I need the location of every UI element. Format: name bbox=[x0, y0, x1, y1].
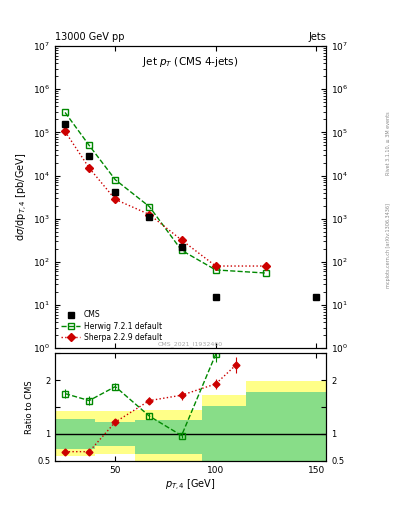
Y-axis label: d$\sigma$/dp$_{T,4}$ [pb/GeV]: d$\sigma$/dp$_{T,4}$ [pb/GeV] bbox=[15, 153, 30, 241]
Legend: CMS, Herwig 7.2.1 default, Sherpa 2.2.9 default: CMS, Herwig 7.2.1 default, Sherpa 2.2.9 … bbox=[59, 308, 165, 345]
Y-axis label: Ratio to CMS: Ratio to CMS bbox=[25, 380, 34, 434]
Text: Jet $p_T$ (CMS 4-jets): Jet $p_T$ (CMS 4-jets) bbox=[142, 55, 239, 69]
Text: CMS_2021_I1932460: CMS_2021_I1932460 bbox=[158, 341, 223, 347]
Text: mcplots.cern.ch [arXiv:1306.3436]: mcplots.cern.ch [arXiv:1306.3436] bbox=[386, 203, 391, 288]
Text: 13000 GeV pp: 13000 GeV pp bbox=[55, 32, 125, 41]
Text: Jets: Jets bbox=[309, 32, 326, 41]
Text: Rivet 3.1.10, ≥ 3M events: Rivet 3.1.10, ≥ 3M events bbox=[386, 112, 391, 175]
X-axis label: $p_{T,4}$ [GeV]: $p_{T,4}$ [GeV] bbox=[165, 477, 216, 493]
